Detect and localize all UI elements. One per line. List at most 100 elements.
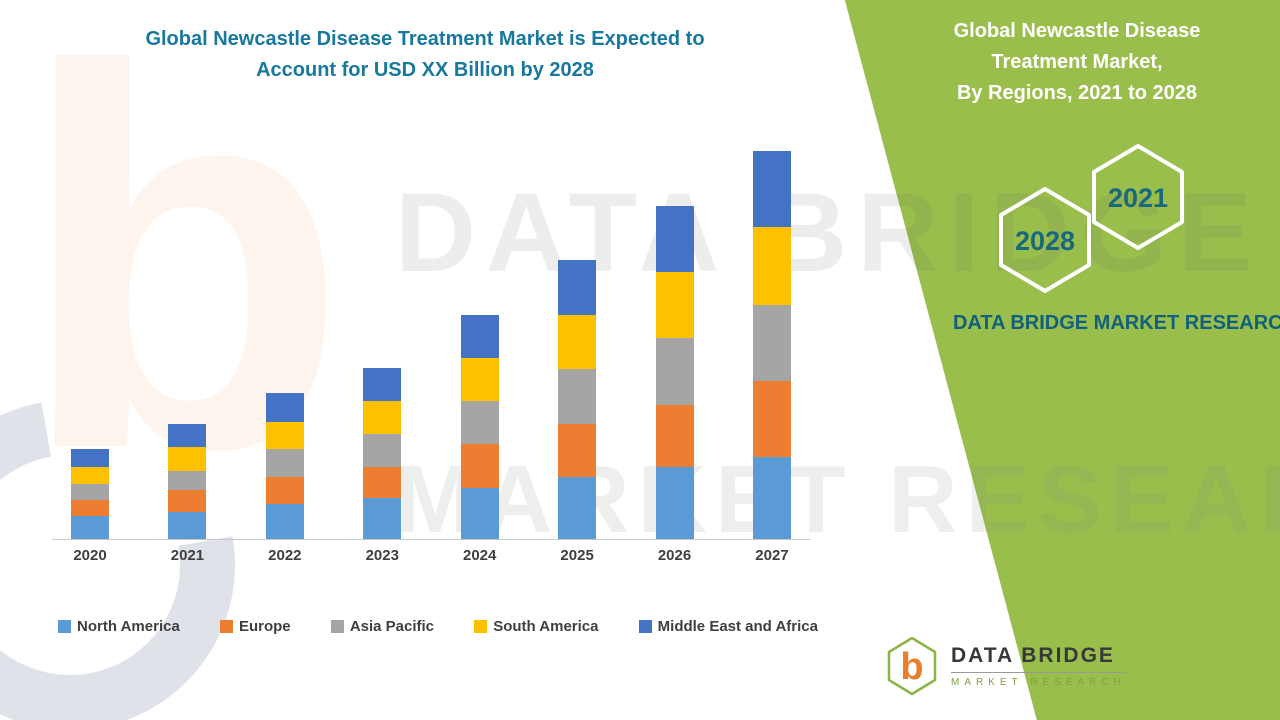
- bar-segment-south-america: [558, 314, 597, 370]
- x-axis-label-2027: 2027: [755, 547, 789, 564]
- bar-chart: 2020 2021 2022 2023 2024 2025 2026 2027: [52, 148, 810, 564]
- legend-label: Middle East and Africa: [657, 618, 818, 635]
- bar-segment-asia-pacific: [655, 338, 694, 405]
- bar-segment-south-america: [752, 227, 791, 306]
- x-axis-label-2021: 2021: [170, 547, 205, 564]
- plot-area: [52, 148, 810, 540]
- bar-stack: [752, 151, 791, 539]
- bar-segment-asia-pacific: [168, 470, 207, 491]
- bar-segment-asia-pacific: [558, 369, 597, 425]
- bar-segment-south-america: [168, 447, 207, 471]
- x-axis-label-2025: 2025: [560, 547, 594, 564]
- hexagon-outline-icon: 2028: [999, 187, 1091, 293]
- bar-segment-middle-east-and-africa: [655, 205, 694, 272]
- brand-name-text: DATA BRIDGE MARKET RESEARCH: [952, 312, 1280, 334]
- bar-column-2021: [157, 424, 217, 539]
- bar-segment-europe: [363, 466, 402, 499]
- bar-segment-north-america: [460, 488, 499, 539]
- bar-column-2024: [450, 314, 510, 539]
- bar-segment-asia-pacific: [752, 305, 791, 382]
- bar-column-2023: [352, 367, 412, 539]
- bar-segment-asia-pacific: [265, 449, 304, 477]
- right-panel-title: Global Newcastle Disease Treatment Marke…: [922, 16, 1232, 109]
- x-axis: 2020 2021 2022 2023 2024 2025 2026 2027: [52, 547, 810, 564]
- x-axis-label-2026: 2026: [657, 547, 692, 564]
- legend-swatch: [474, 620, 488, 633]
- bar-column-2027: [742, 151, 802, 539]
- legend-item-middle-east-and-africa: Middle East and Africa: [638, 618, 818, 635]
- bar-segment-middle-east-and-africa: [558, 260, 597, 315]
- bar-segment-middle-east-and-africa: [265, 392, 304, 423]
- bar-segment-north-america: [363, 498, 402, 539]
- bar-segment-north-america: [558, 476, 597, 539]
- x-axis-label-2024: 2024: [463, 547, 497, 564]
- logo-brand-name: DATA BRIDGE: [951, 644, 1126, 673]
- bar-column-2020: [60, 449, 120, 539]
- bar-segment-europe: [71, 500, 109, 516]
- legend-item-north-america: North America: [58, 618, 180, 635]
- bar-stack: [363, 367, 402, 539]
- legend-label: South America: [493, 618, 599, 635]
- bar-segment-middle-east-and-africa: [363, 367, 402, 401]
- bar-segment-europe: [168, 490, 207, 512]
- bar-stack: [460, 314, 499, 539]
- chart-legend: North America Europe Asia Pacific South Ame…: [58, 618, 818, 635]
- hexagon-year-2028: 2028: [1015, 226, 1075, 256]
- legend-item-asia-pacific: Asia Pacific: [330, 618, 435, 635]
- bar-stack: [655, 205, 694, 539]
- bar-segment-middle-east-and-africa: [71, 449, 109, 467]
- hexagon-outline-icon: 2021: [1092, 144, 1184, 250]
- legend-label: Asia Pacific: [349, 618, 435, 635]
- logo-tagline: MARKET RESEARCH: [951, 677, 1126, 688]
- x-axis-label-2023: 2023: [365, 547, 399, 564]
- bar-stack: [265, 392, 304, 539]
- logo-b-icon: b: [887, 636, 937, 696]
- legend-label: Europe: [238, 618, 291, 635]
- x-axis-label-2022: 2022: [268, 547, 302, 564]
- bar-segment-asia-pacific: [460, 400, 499, 444]
- bar-segment-middle-east-and-africa: [752, 151, 791, 228]
- bar-segment-north-america: [752, 457, 791, 539]
- bar-segment-middle-east-and-africa: [460, 314, 499, 358]
- legend-item-south-america: South America: [474, 618, 599, 635]
- logo-b-letter: b: [900, 646, 923, 688]
- bar-segment-north-america: [265, 503, 304, 539]
- legend-swatch: [219, 620, 233, 633]
- logo-text: DATA BRIDGE MARKET RESEARCH: [951, 644, 1126, 688]
- bar-segment-asia-pacific: [71, 484, 109, 501]
- hexagon-year-2021: 2021: [1108, 183, 1168, 213]
- bar-segment-north-america: [655, 466, 694, 539]
- bar-column-2022: [255, 392, 315, 539]
- hexagon-2021: 2021: [1088, 142, 1188, 257]
- bar-segment-south-america: [265, 422, 304, 450]
- bar-segment-europe: [460, 443, 499, 489]
- bar-segment-europe: [265, 476, 304, 504]
- bar-segment-europe: [655, 404, 694, 467]
- bar-column-2025: [547, 260, 607, 539]
- bar-segment-south-america: [363, 400, 402, 434]
- hexagon-2028: 2028: [995, 185, 1095, 300]
- bar-segment-europe: [558, 424, 597, 477]
- bar-segment-south-america: [71, 466, 109, 485]
- chart-title: Global Newcastle Disease Treatment Marke…: [145, 28, 705, 81]
- bar-segment-north-america: [168, 511, 207, 539]
- bar-segment-south-america: [460, 357, 499, 401]
- bar-stack: [71, 449, 109, 539]
- legend-item-europe: Europe: [219, 618, 291, 635]
- right-panel-title-line1: Global Newcastle Disease Treatment Marke…: [953, 20, 1201, 73]
- company-logo: b DATA BRIDGE MARKET RESEARCH: [885, 636, 1126, 696]
- bar-column-2026: [645, 205, 705, 539]
- legend-swatch: [330, 620, 344, 633]
- bar-stack: [558, 260, 597, 539]
- bar-stack: [168, 424, 207, 539]
- legend-label: North America: [77, 618, 180, 635]
- bar-segment-middle-east-and-africa: [168, 424, 207, 448]
- x-axis-label-2020: 2020: [73, 547, 107, 564]
- bar-segment-asia-pacific: [363, 433, 402, 467]
- bar-segment-north-america: [71, 515, 109, 539]
- legend-swatch: [58, 620, 71, 633]
- legend-swatch: [638, 620, 652, 633]
- right-panel-title-line2: By Regions, 2021 to 2028: [956, 82, 1198, 104]
- bar-segment-europe: [752, 381, 791, 458]
